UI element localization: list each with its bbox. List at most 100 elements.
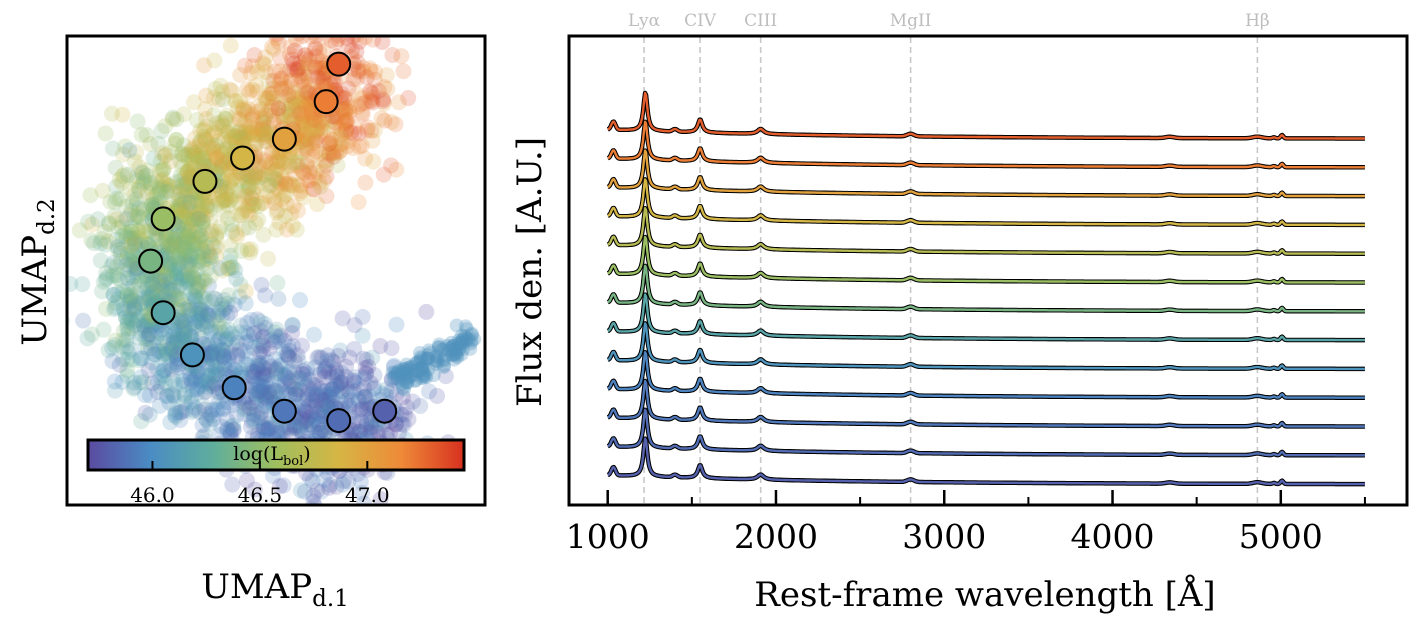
umap-point [261,177,278,194]
umap-point [216,177,233,194]
umap-point [430,354,445,369]
umap-point [257,64,274,81]
umap-point [215,191,232,208]
umap-point [198,412,215,429]
umap-point [124,314,141,331]
umap-point [292,418,309,435]
umap-point [289,347,306,364]
umap-point [349,54,366,71]
umap-point [312,114,329,131]
umap-point [174,176,191,193]
umap-point [235,220,252,237]
umap-point [356,388,373,405]
umap-point [467,332,482,347]
umap-point [183,374,200,391]
umap-point [174,372,191,389]
umap-point [375,91,392,108]
umap-point [132,350,149,367]
umap-point [149,276,166,293]
umap-point [228,270,245,287]
umap-point [195,302,212,319]
umap-point [153,123,170,140]
umap-point [206,375,223,392]
umap-point [239,314,256,331]
umap-point [179,203,196,220]
umap-point [255,337,272,354]
umap-point [104,353,121,370]
umap-point [215,203,232,220]
umap-point [245,182,262,199]
umap-point [210,91,227,108]
umap-point [138,167,155,184]
umap-point [226,329,243,346]
umap-point [166,234,183,251]
umap-point [138,280,155,297]
umap-point [172,167,189,184]
umap-point [270,36,287,51]
umap-point [83,232,100,249]
umap-point [357,174,374,191]
umap-point [253,109,270,126]
spectrum-outline [606,292,1367,343]
umap-point [274,105,291,122]
umap-point [190,248,207,265]
spectrum-outline [606,263,1367,314]
umap-point [193,329,210,346]
umap-point [176,327,193,344]
umap-point [238,104,255,121]
umap-point [388,365,403,380]
umap-point [234,204,251,221]
umap-point [227,132,244,149]
umap-point [152,369,169,386]
spectrum-outline [606,234,1367,285]
umap-point [174,146,191,163]
umap-point [312,425,329,442]
umap-point [301,380,318,397]
umap-point [350,194,367,211]
umap-point [100,342,117,359]
umap-point [307,122,324,139]
umap-point [449,346,464,361]
umap-point [179,233,196,250]
umap-point [193,150,210,167]
umap-point [222,37,239,54]
umap-point [307,59,324,76]
umap-point [348,71,365,88]
umap-point [282,0,298,4]
umap-point [265,72,282,89]
umap-point [451,333,466,348]
umap-point [223,82,240,99]
umap-point [446,339,461,354]
umap-point [330,347,347,364]
umap-point [232,122,249,139]
umap-point [185,372,202,389]
umap-point [293,414,310,431]
umap-point [170,186,187,203]
umap-point [255,121,272,138]
umap-point [236,394,253,411]
umap-point [351,402,368,419]
umap-point [238,400,255,417]
umap-point [182,328,199,345]
umap-point [219,330,236,347]
umap-point [316,423,333,440]
umap-point [374,385,391,402]
umap-point [125,374,142,391]
umap-point [192,301,209,318]
umap-point [280,338,297,355]
umap-point [214,159,231,176]
umap-point [339,380,356,397]
umap-point [107,382,124,399]
umap-point [304,140,321,157]
umap-point [191,222,208,239]
umap-point [330,120,347,137]
umap-point [192,231,209,248]
umap-point [263,165,280,182]
umap-point [256,360,273,377]
umap-point [183,245,200,262]
umap-point [143,354,160,371]
umap-point [386,357,403,374]
umap-point [114,235,131,252]
umap-point [252,164,269,181]
umap-point [340,473,357,490]
